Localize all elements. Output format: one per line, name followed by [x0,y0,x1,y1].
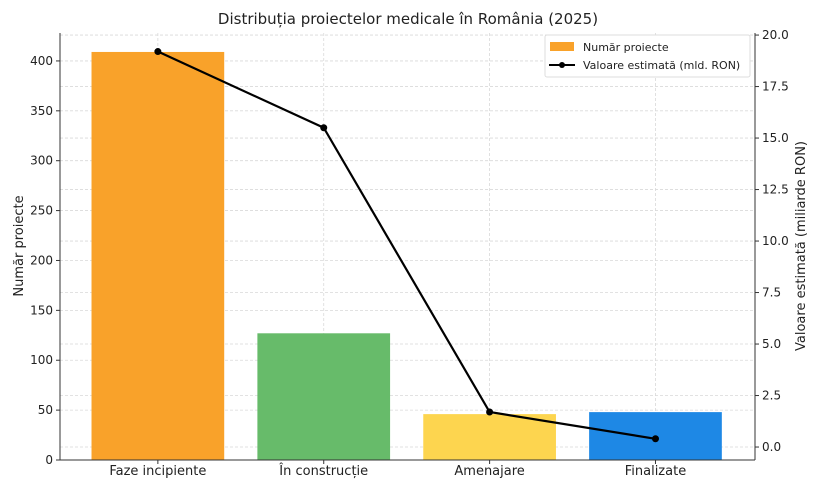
legend-line-label: Valoare estimată (mld. RON) [583,59,740,72]
legend: Număr proiecte Valoare estimată (mld. RO… [544,34,751,78]
x-tick-label: Amenajare [454,464,524,479]
y-right-tick-label: 15.0 [762,131,789,145]
y-right-tick-label: 17.5 [762,80,789,94]
chart-title: Distribuția proiectelor medicale în Româ… [218,10,598,28]
y-axis-label: Număr proiecte [12,195,27,296]
x-tick-label: Faze incipiente [109,464,206,479]
y-right-tick-label: 0.0 [762,440,781,454]
legend-box [544,34,751,78]
y-axis-right-label: Valoare estimată (miliarde RON) [794,141,809,351]
legend-bar-swatch [550,42,574,51]
value-point-3 [651,435,659,443]
bar-2 [423,414,556,460]
value-point-1 [320,124,328,132]
x-tick-label: Finalizate [625,464,686,479]
y-right-tick-label: 2.5 [762,389,781,403]
bar-1 [257,333,391,460]
y-right-tick-label: 7.5 [762,286,781,300]
value-point-2 [486,408,494,416]
y-tick-label: 400 [30,54,53,68]
y-tick-label: 150 [30,303,53,317]
y-right-tick-label: 5.0 [762,337,781,351]
y-right-tick-label: 10.0 [762,234,789,248]
bars [91,51,722,461]
value-line [157,50,656,440]
line-series [154,48,659,443]
bar-0 [91,51,225,461]
x-tick-label: În construcție [278,463,368,479]
axes: 0 50 100 150 200 250 300 350 400 0.0 2.5 5.0 7.5 10.0… [30,28,789,479]
y-tick-label: 50 [38,403,53,417]
y-right-tick-label: 12.5 [762,183,789,197]
y-right-tick-label: 20.0 [762,28,789,42]
value-point-0 [154,48,162,56]
legend-line-marker [559,62,565,68]
y-tick-label: 0 [45,453,53,467]
legend-bar-label: Număr proiecte [583,41,669,54]
y-tick-label: 300 [30,154,53,168]
y-tick-label: 100 [30,353,53,367]
y-tick-label: 350 [30,104,53,118]
y-tick-label: 200 [30,253,53,267]
y-tick-label: 250 [30,204,53,218]
